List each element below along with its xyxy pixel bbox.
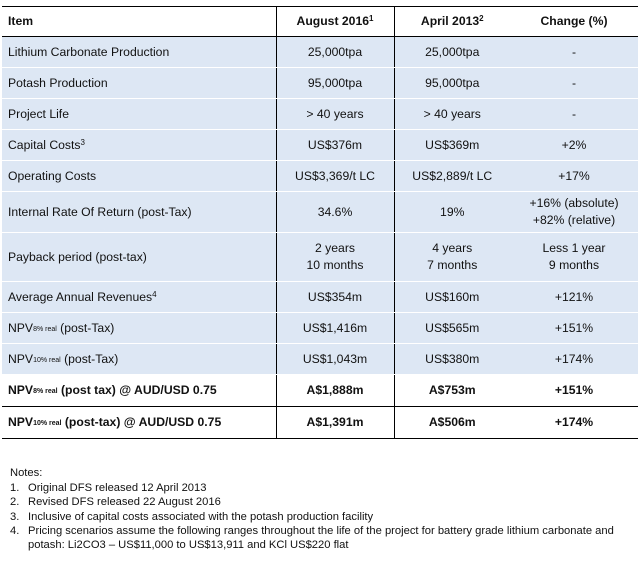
cell-april: 25,000tpa xyxy=(394,36,510,68)
row-label: NPV10% real (post-tax) @ AUD/USD 0.75 xyxy=(2,406,276,439)
cell-august: A$1,888m xyxy=(275,374,395,407)
cell-april: US$380m xyxy=(394,343,510,375)
row-label: NPV8% real (post-Tax) xyxy=(2,312,276,344)
comparison-table: Item August 20161 April 20132 Change (%)… xyxy=(2,6,638,439)
cell-april: US$369m xyxy=(394,129,510,161)
table-row: Capital Costs3 US$376m US$369m +2% xyxy=(2,129,638,161)
cell-change: +2% xyxy=(510,129,638,161)
cell-april: US$2,889/t LC xyxy=(394,160,510,192)
cell-august: US$3,369/t LC xyxy=(275,160,395,192)
cell-august: 34.6% xyxy=(275,191,395,233)
cell-april: A$506m xyxy=(394,406,510,439)
row-label: Project Life xyxy=(2,98,276,130)
row-label: NPV8% real (post tax) @ AUD/USD 0.75 xyxy=(2,374,276,407)
table-row: Project Life > 40 years > 40 years - xyxy=(2,98,638,130)
cell-april: 4 years 7 months xyxy=(394,232,510,282)
cell-april: 95,000tpa xyxy=(394,67,510,99)
cell-august: US$1,043m xyxy=(275,343,395,375)
header-row: Item August 20161 April 20132 Change (%) xyxy=(2,6,638,37)
row-label: Operating Costs xyxy=(2,160,276,192)
cell-change: +16% (absolute) +82% (relative) xyxy=(510,191,638,233)
cell-april: A$753m xyxy=(394,374,510,407)
table-row: Payback period (post-tax) 2 years 10 mon… xyxy=(2,232,638,282)
notes-list: 1. Original DFS released 12 April 2013 2.… xyxy=(10,481,630,552)
cell-change: +17% xyxy=(510,160,638,192)
cell-change: +151% xyxy=(510,374,638,407)
cell-april: > 40 years xyxy=(394,98,510,130)
table-row: Internal Rate Of Return (post-Tax) 34.6%… xyxy=(2,191,638,233)
cell-change: +174% xyxy=(510,406,638,439)
table-row: Lithium Carbonate Production 25,000tpa 2… xyxy=(2,36,638,68)
notes-title: Notes: xyxy=(10,467,43,479)
cell-change: - xyxy=(510,98,638,130)
row-label: Potash Production xyxy=(2,67,276,99)
row-label: Lithium Carbonate Production xyxy=(2,36,276,68)
cell-august: US$1,416m xyxy=(275,312,395,344)
cell-change: +151% xyxy=(510,312,638,344)
note-item: 1. Original DFS released 12 April 2013 xyxy=(10,482,207,495)
cell-august: 2 years 10 months xyxy=(275,232,395,282)
cell-change: - xyxy=(510,67,638,99)
total-row: NPV10% real (post-tax) @ AUD/USD 0.75 A$… xyxy=(2,406,638,439)
cell-august: > 40 years xyxy=(275,98,395,130)
row-label: Capital Costs3 xyxy=(2,129,276,161)
notes-section: Notes: 1. Original DFS released 12 April … xyxy=(10,466,630,552)
header-item: Item xyxy=(2,6,276,37)
table-row: Average Annual Revenues4 US$354m US$160m… xyxy=(2,281,638,313)
cell-august: A$1,391m xyxy=(275,406,395,439)
cell-august: 25,000tpa xyxy=(275,36,395,68)
table-row: NPV10% real (post-Tax) US$1,043m US$380m… xyxy=(2,343,638,375)
table-row: Potash Production 95,000tpa 95,000tpa - xyxy=(2,67,638,99)
total-row: NPV8% real (post tax) @ AUD/USD 0.75 A$1… xyxy=(2,374,638,407)
cell-august: US$354m xyxy=(275,281,395,313)
cell-august: US$376m xyxy=(275,129,395,161)
cell-april: US$565m xyxy=(394,312,510,344)
note-item: 2. Revised DFS released 22 August 2016 xyxy=(10,496,221,509)
row-label: NPV10% real (post-Tax) xyxy=(2,343,276,375)
cell-change: +121% xyxy=(510,281,638,313)
row-label: Internal Rate Of Return (post-Tax) xyxy=(2,191,276,233)
cell-april: US$160m xyxy=(394,281,510,313)
cell-change: Less 1 year 9 months xyxy=(510,232,638,282)
note-item: 4. Pricing scenarios assume the following… xyxy=(10,524,614,552)
table-row: Operating Costs US$3,369/t LC US$2,889/t… xyxy=(2,160,638,192)
cell-august: 95,000tpa xyxy=(275,67,395,99)
row-label: Average Annual Revenues4 xyxy=(2,281,276,313)
cell-april: 19% xyxy=(394,191,510,233)
cell-change: +174% xyxy=(510,343,638,375)
header-august-2016: August 20161 xyxy=(275,6,395,37)
table-row: NPV8% real (post-Tax) US$1,416m US$565m … xyxy=(2,312,638,344)
row-label: Payback period (post-tax) xyxy=(2,232,276,282)
note-item: 3. Inclusive of capital costs associated … xyxy=(10,510,374,523)
cell-change: - xyxy=(510,36,638,68)
header-change: Change (%) xyxy=(510,6,638,37)
header-april-2013: April 20132 xyxy=(394,6,510,37)
